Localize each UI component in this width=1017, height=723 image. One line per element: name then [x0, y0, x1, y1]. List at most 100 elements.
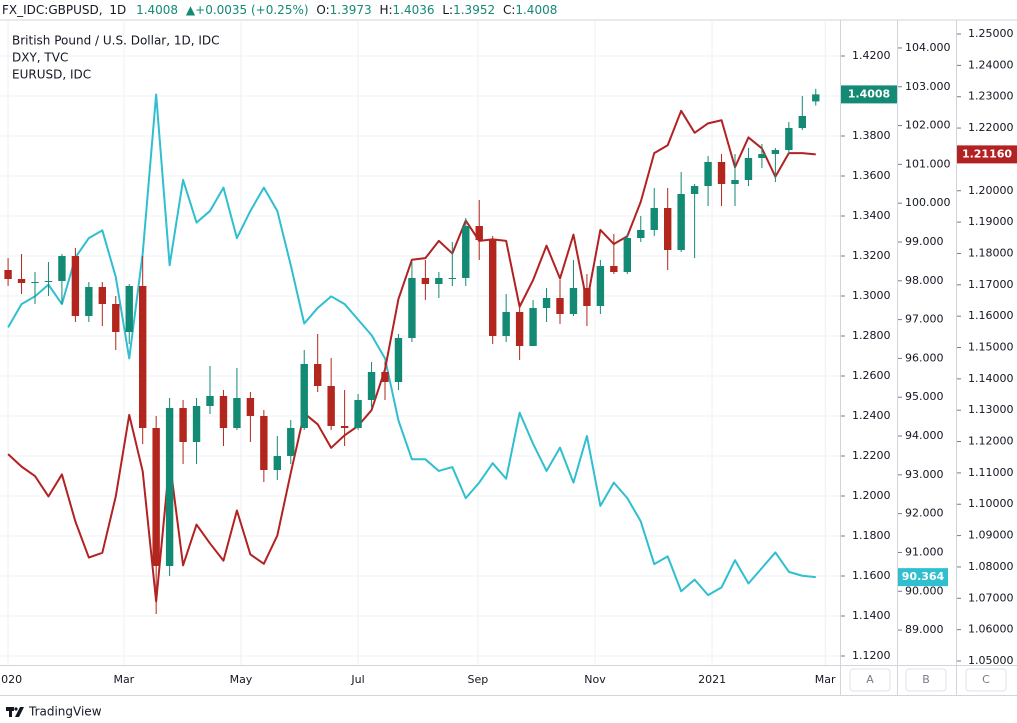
y-tick-label: 1.20000	[968, 184, 1014, 197]
x-tick-label: May	[230, 673, 253, 686]
logo	[6, 707, 24, 717]
ohlc-value: 1.4008	[515, 3, 557, 17]
scale-button-label[interactable]: C	[982, 673, 990, 686]
scale-button[interactable]	[965, 668, 1007, 692]
y-tick-label: 1.3800	[852, 129, 891, 142]
scale-button[interactable]	[849, 668, 891, 692]
candle-body	[663, 208, 672, 250]
y-tick-label: 1.13000	[968, 403, 1014, 416]
last-price: 1.4008	[136, 3, 178, 17]
y-tick-label: 101.000	[905, 157, 951, 170]
candle-body	[179, 408, 187, 442]
candle-body	[610, 266, 618, 272]
interval: 1D	[109, 3, 126, 17]
y-tick-label: 1.16000	[968, 309, 1014, 322]
y-tick-label: 99.000	[905, 235, 944, 248]
y-tick-label: 1.1200	[852, 649, 891, 662]
candle-body	[583, 288, 591, 306]
candle-body	[367, 372, 376, 400]
y-tick-label: 1.1400	[852, 609, 891, 622]
x-tick-label: Mar	[815, 673, 836, 686]
candle-body	[260, 416, 268, 470]
ohlc-label: C:	[503, 3, 515, 17]
candle-body	[381, 372, 389, 382]
x-tick-label: Sep	[468, 673, 489, 686]
y-tick-label: 1.18000	[968, 246, 1014, 259]
candle-body	[462, 226, 470, 278]
scale-button-label[interactable]: B	[922, 673, 930, 686]
y-tick-label: 1.14000	[968, 372, 1014, 385]
candle-body	[125, 286, 133, 332]
y-tick-label: 1.15000	[968, 341, 1014, 354]
plot: 2020 Mar May Jul Sep Nov 2021 Mar British Pound …	[0, 20, 840, 686]
candle-body	[206, 396, 214, 406]
logo-shape	[9, 707, 12, 717]
candle-body	[394, 338, 403, 382]
scale-button-label[interactable]: A	[866, 673, 874, 686]
candle-body	[31, 282, 39, 283]
candle-body	[623, 238, 632, 272]
candle-body	[17, 279, 26, 283]
y-tick-label: 96.000	[905, 351, 944, 364]
y-tick-label: 1.3400	[852, 209, 891, 222]
change: ▲+0.0035 (+0.25%)	[186, 3, 309, 17]
x-tick-label: 2021	[698, 673, 726, 686]
y-tick-label: 1.22000	[968, 121, 1014, 134]
logo-shape	[14, 707, 18, 711]
logo-shape	[15, 707, 24, 717]
candle-body	[4, 270, 12, 279]
price-badge	[841, 85, 897, 104]
y-tick-label: 90.000	[905, 584, 944, 597]
y-tick-label: 93.000	[905, 468, 944, 481]
y-tick-label: 100.000	[905, 196, 951, 209]
price-badge-label: 90.364	[902, 570, 945, 583]
line-series	[7, 109, 816, 603]
y-tick-label: 1.1600	[852, 569, 891, 582]
candle-body	[798, 116, 807, 128]
candle-body	[165, 408, 174, 566]
candle-body	[246, 398, 255, 416]
y-tick-label: 94.000	[905, 429, 944, 442]
candle-body	[138, 286, 147, 428]
candle-body	[58, 256, 66, 281]
legend-entry: DXY, TVC	[12, 51, 68, 65]
candle-body	[690, 186, 699, 194]
x-tick-label: Nov	[584, 673, 606, 686]
candle-body	[515, 312, 524, 346]
y-tick-label: 1.12000	[968, 435, 1014, 448]
y-tick-label: 1.3000	[852, 289, 891, 302]
y-tick-label: 1.2000	[852, 489, 891, 502]
y-tick-label: 1.2800	[852, 329, 891, 342]
ohlc-value: 1.3952	[453, 3, 495, 17]
y-tick-label: 1.25000	[968, 27, 1014, 40]
scale-button[interactable]	[905, 668, 947, 692]
y-tick-label: 1.11000	[968, 466, 1014, 479]
y-tick-label: 1.05000	[968, 654, 1014, 667]
candle-body	[421, 278, 430, 284]
price-badge	[957, 145, 1017, 164]
candle-body	[408, 278, 416, 338]
candle-body	[569, 288, 578, 314]
line-series	[7, 93, 816, 597]
candle-body	[812, 94, 820, 102]
candle-body	[435, 278, 443, 284]
candle-body	[785, 128, 793, 150]
y-tick-label: 1.1800	[852, 529, 891, 542]
legend-entry: EURUSD, IDC	[12, 68, 91, 82]
candle-body	[475, 226, 483, 240]
candle-body	[704, 162, 712, 186]
candle-body	[448, 278, 457, 279]
y-tick-label: 1.3600	[852, 169, 891, 182]
candle-body	[354, 400, 362, 428]
ohlc-value: 1.3973	[330, 3, 372, 17]
candle-body	[771, 150, 780, 154]
ohlc-label: O:	[316, 3, 329, 17]
candle-body	[556, 298, 564, 314]
brand: TradingView	[28, 705, 102, 719]
candle-body	[758, 154, 766, 158]
candle-body	[340, 426, 349, 428]
candle-body	[650, 208, 658, 230]
y-tick-label: 1.09000	[968, 529, 1014, 542]
